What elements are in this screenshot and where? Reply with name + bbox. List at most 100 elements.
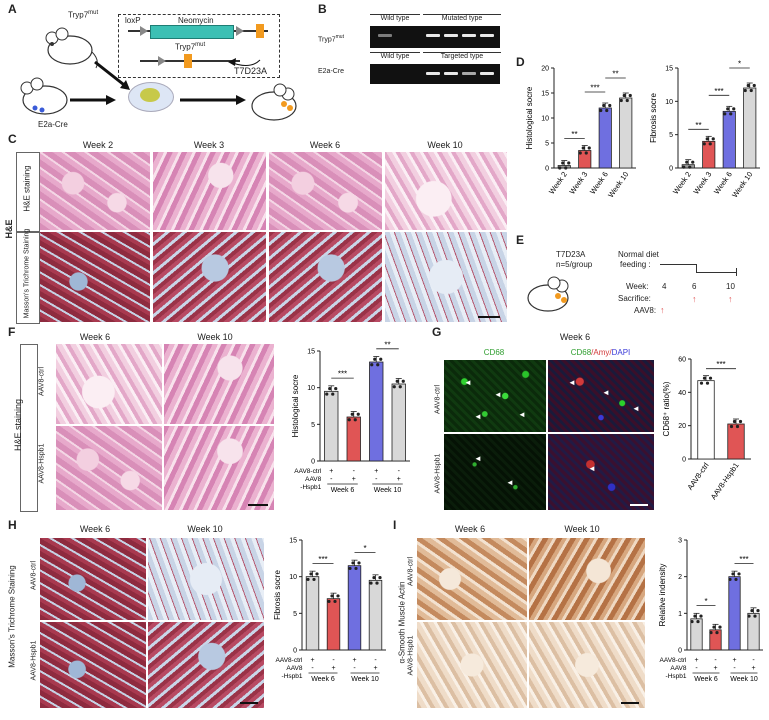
exon-block-2 bbox=[184, 54, 192, 68]
panel-b-gels: Tryp7mut Wild type Mutated type E2a-Cre … bbox=[318, 10, 508, 90]
d2-point bbox=[749, 88, 753, 93]
e-week-label: Week: bbox=[626, 282, 649, 291]
i-ylabel: Relative indensity bbox=[658, 564, 667, 627]
i-ytick-label: 3 bbox=[678, 538, 682, 545]
h-group-label: Week 6 bbox=[311, 676, 335, 683]
e-n-label: n=5/group bbox=[556, 260, 593, 269]
h-point bbox=[375, 581, 379, 585]
mouse-icon-tryp7 bbox=[45, 27, 98, 69]
f-sign: - bbox=[330, 476, 333, 483]
f-point bbox=[334, 386, 338, 391]
h-sign: + bbox=[373, 665, 377, 672]
e-sac-arrow-icon-2: ↑ bbox=[728, 294, 733, 304]
i-sign: - bbox=[714, 657, 717, 664]
g-category-label: AAV8-ctrl bbox=[685, 461, 710, 492]
f-side-box bbox=[20, 344, 38, 512]
d1-bar bbox=[598, 107, 612, 169]
f-point bbox=[392, 385, 396, 389]
g-point bbox=[735, 424, 740, 429]
i-img-hspb1-w6 bbox=[417, 622, 527, 708]
c-row1-label: H&E staining bbox=[22, 165, 32, 212]
i-point bbox=[696, 619, 700, 624]
panel-label-b: B bbox=[318, 2, 327, 16]
panel-g-chart: 0 20 40 60 CD68⁺ ratio(%) AAV8-ctrlAAV8-Hspb1… bbox=[662, 357, 751, 501]
d1-point bbox=[567, 161, 571, 165]
h-sig-label: * bbox=[363, 544, 366, 553]
f-img-ctrl-w6 bbox=[56, 344, 162, 424]
h-img-ctrl-w10 bbox=[148, 538, 264, 620]
g-col1: CD68 bbox=[483, 348, 505, 357]
panel-label-a: A bbox=[8, 2, 17, 16]
d2-category-label: Week 3 bbox=[692, 170, 714, 196]
d1-point bbox=[628, 93, 632, 98]
f-img-ctrl-w10 bbox=[164, 344, 274, 424]
g-ylabel: CD68⁺ ratio(%) bbox=[662, 381, 671, 436]
f-sign: - bbox=[353, 468, 356, 475]
h-img-hspb1-w6 bbox=[40, 622, 146, 708]
d1-category-label: Week 10 bbox=[606, 170, 630, 199]
d2-sig-label: * bbox=[738, 60, 741, 69]
h-row1: AAV8-ctrl bbox=[30, 560, 38, 591]
gel2-label: E2a-Cre bbox=[318, 68, 345, 75]
d2-point bbox=[726, 107, 730, 111]
h-sig-label: *** bbox=[318, 555, 327, 564]
d1-point bbox=[622, 93, 626, 98]
e-sac-arrow-icon-1: ↑ bbox=[692, 294, 697, 304]
i-point bbox=[712, 625, 716, 629]
h-sign: - bbox=[332, 657, 335, 664]
i-sign: - bbox=[733, 665, 736, 672]
i-legend-row: -Hspb1 bbox=[666, 673, 687, 680]
i-sign: - bbox=[695, 665, 698, 672]
arrows bbox=[70, 58, 261, 105]
d2-bar bbox=[722, 110, 736, 169]
e-diet: Normal diet bbox=[618, 250, 659, 259]
i-ytick-label: 2 bbox=[678, 574, 682, 581]
c-mt-week10 bbox=[385, 232, 507, 322]
h-side-label: Masson's Trichrome Staining bbox=[7, 565, 17, 668]
d1-point bbox=[587, 146, 591, 150]
d1-sig-label: *** bbox=[590, 84, 599, 93]
panel-label-i: I bbox=[393, 518, 397, 532]
tryp7-label: Tryp7mut bbox=[175, 42, 206, 52]
c-mt-week3 bbox=[153, 232, 266, 322]
c-week-2: Week 2 bbox=[82, 140, 114, 150]
g-category-label: AAV8-Hspb1 bbox=[709, 461, 741, 501]
d2-point bbox=[691, 160, 695, 164]
d2-ytick-label: 10 bbox=[665, 99, 673, 106]
e-week-6: 6 bbox=[692, 282, 697, 291]
d2-point bbox=[743, 88, 747, 93]
d1-sig-label: ** bbox=[612, 70, 618, 79]
gel1 bbox=[370, 26, 500, 48]
h-week-10: Week 10 bbox=[187, 524, 223, 534]
f-row1-label: AAV8-ctrl bbox=[38, 366, 46, 397]
d2-point bbox=[682, 165, 686, 169]
e-timeline-3 bbox=[696, 272, 736, 273]
g-img-hspb1-cd68: ◄ ◄ bbox=[444, 434, 546, 510]
i-week-10: Week 10 bbox=[564, 524, 600, 534]
i-group-label: Week 6 bbox=[694, 676, 718, 683]
h-point bbox=[309, 572, 313, 576]
d2-ylabel: Fibrosis socre bbox=[649, 93, 658, 143]
gel2-header-tg: Targeted type bbox=[423, 52, 501, 60]
f-sign: + bbox=[329, 468, 333, 475]
g-ytick-label: 20 bbox=[678, 423, 686, 430]
e-aav: AAV8: bbox=[634, 306, 657, 315]
h-point bbox=[336, 594, 340, 598]
f-point bbox=[401, 379, 405, 383]
i-point bbox=[756, 608, 760, 613]
c-mt-week6 bbox=[269, 232, 382, 322]
d1-point bbox=[599, 108, 603, 113]
loxp-label: loxP bbox=[125, 16, 141, 25]
f-ytick-label: 5 bbox=[311, 422, 315, 429]
h-point bbox=[372, 575, 376, 580]
h-ytick-label: 15 bbox=[289, 538, 297, 545]
d1-point bbox=[605, 108, 609, 113]
g-bar bbox=[697, 380, 715, 460]
h-ytick-label: 0 bbox=[293, 648, 297, 655]
f-side-label: H&E staining bbox=[13, 398, 23, 452]
i-point bbox=[734, 577, 738, 582]
f-ytick-label: 15 bbox=[307, 349, 315, 356]
